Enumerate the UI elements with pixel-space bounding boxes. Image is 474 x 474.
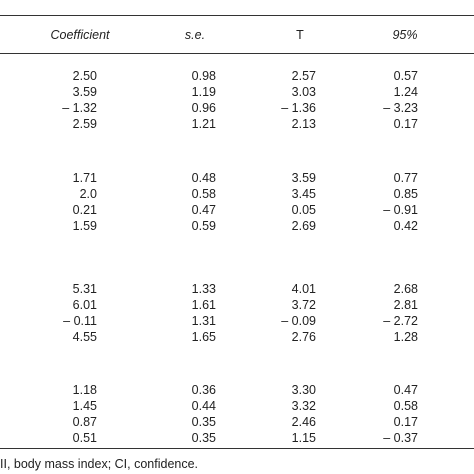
table-cell: 2.76 [291, 330, 316, 344]
table-cell: 6.01 [72, 298, 97, 312]
table-cell: 0.98 [191, 69, 216, 83]
table-cell: 1.31 [191, 314, 216, 328]
table-cell: 0.77 [393, 171, 418, 185]
table-cell: 4.55 [72, 330, 97, 344]
table-cell: 1.24 [393, 85, 418, 99]
table-cell: 2.69 [291, 219, 316, 233]
table-cell: – 0.37 [383, 431, 418, 445]
column-header: Coefficient [50, 28, 110, 42]
footnote: II, body mass index; CI, confidence. [0, 457, 199, 471]
table-cell: – 2.72 [383, 314, 418, 328]
table-cell: 1.21 [191, 117, 216, 131]
table-cell: 1.71 [72, 171, 97, 185]
table-cell: 0.42 [393, 219, 418, 233]
table-cell: 2.0 [79, 187, 97, 201]
table-cell: – 1.36 [281, 101, 316, 115]
table-cell: 0.87 [72, 415, 97, 429]
table-cell: 1.19 [191, 85, 216, 99]
table-cell: 0.17 [393, 415, 418, 429]
table-cell: 2.57 [291, 69, 316, 83]
table-cell: 0.48 [191, 171, 216, 185]
table-cell: 3.03 [291, 85, 316, 99]
table-cell: 1.45 [72, 399, 97, 413]
bottom-rule [0, 448, 474, 449]
table-cell: 0.96 [191, 101, 216, 115]
table-cell: 5.31 [72, 282, 97, 296]
table-cell: 3.45 [291, 187, 316, 201]
table-cell: 2.68 [393, 282, 418, 296]
table-cell: 0.05 [291, 203, 316, 217]
column-header: s.e. [184, 28, 206, 42]
table-cell: – 0.09 [281, 314, 316, 328]
table-cell: 0.17 [393, 117, 418, 131]
table-cell: – 3.23 [383, 101, 418, 115]
table-cell: 0.35 [191, 415, 216, 429]
table-cell: 0.47 [191, 203, 216, 217]
table-cell: – 0.91 [383, 203, 418, 217]
table-cell: 4.01 [291, 282, 316, 296]
table-cell: 3.32 [291, 399, 316, 413]
table-cell: 3.59 [72, 85, 97, 99]
table-cell: 0.58 [393, 399, 418, 413]
table-cell: 0.58 [191, 187, 216, 201]
top-rule [0, 15, 474, 16]
table-cell: 0.51 [72, 431, 97, 445]
table-cell: – 0.11 [63, 314, 97, 328]
table-cell: 1.33 [191, 282, 216, 296]
table-cell: 0.57 [393, 69, 418, 83]
table-cell: 3.72 [291, 298, 316, 312]
table-cell: 0.44 [191, 399, 216, 413]
table-cell: 3.30 [291, 383, 316, 397]
table-cell: 2.50 [72, 69, 97, 83]
table-cell: 0.59 [191, 219, 216, 233]
table-cell: – 1.32 [62, 101, 97, 115]
table-cell: 0.85 [393, 187, 418, 201]
table-cell: 0.47 [393, 383, 418, 397]
table-cell: 2.13 [291, 117, 316, 131]
table-cell: 2.59 [72, 117, 97, 131]
table-cell: 0.36 [191, 383, 216, 397]
header-rule [0, 53, 474, 54]
table-cell: 1.61 [191, 298, 216, 312]
column-header: T [296, 28, 304, 42]
column-header: 95% [392, 28, 418, 42]
table-cell: 0.21 [72, 203, 97, 217]
table-cell: 1.59 [72, 219, 97, 233]
table-cell: 0.35 [191, 431, 216, 445]
table-cell: 1.15 [291, 431, 316, 445]
table-cell: 2.46 [291, 415, 316, 429]
table-cell: 1.18 [72, 383, 97, 397]
table-cell: 2.81 [393, 298, 418, 312]
table-cell: 1.28 [393, 330, 418, 344]
table-cell: 3.59 [291, 171, 316, 185]
table-cell: 1.65 [191, 330, 216, 344]
